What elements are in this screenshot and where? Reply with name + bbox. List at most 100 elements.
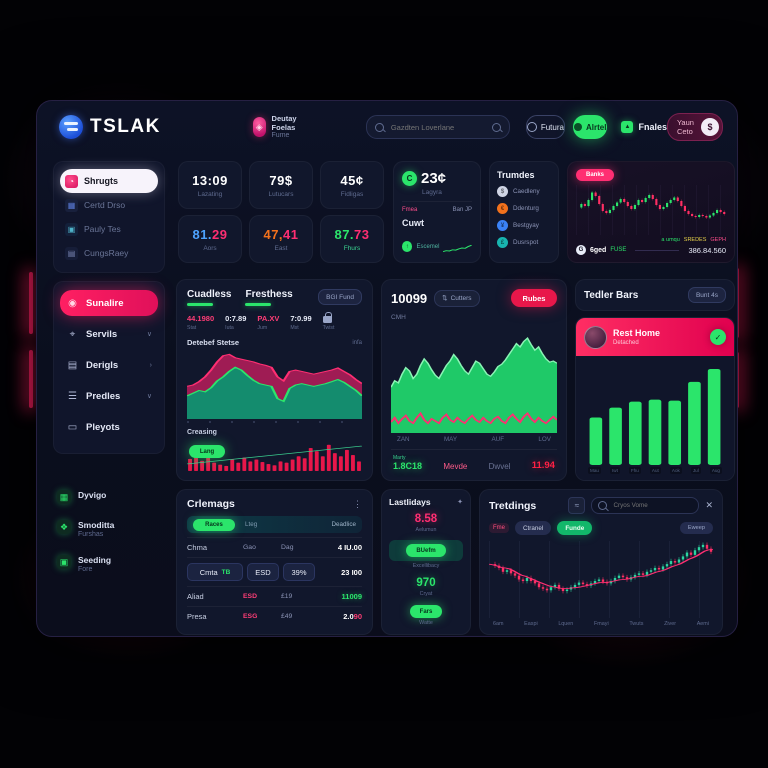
table-row[interactable]: Aliad ESD £19 11009	[187, 586, 362, 606]
green-bar-chart	[586, 366, 724, 465]
sidebar-item-cungsraey[interactable]: ▤ CungsRaey	[60, 241, 158, 265]
global-search[interactable]	[365, 115, 510, 139]
chart-label: CMH	[391, 314, 406, 321]
table-title: Crlemags	[187, 498, 235, 510]
mini-stats-row: 44.1980 Stat 0:7.89 Iuta PA.XV Jum 7:0.99 Ms…	[187, 312, 335, 331]
sidebar-item-sunalire[interactable]: ◉ Sunalire	[60, 290, 158, 316]
close-icon[interactable]: ✕	[705, 500, 713, 510]
chip-fme[interactable]: Fme	[489, 523, 509, 533]
sidebar-item-derigls[interactable]: ▤ Derigls ›	[67, 359, 152, 371]
divider	[635, 249, 680, 251]
coin-footer-label: Escemel	[416, 243, 440, 250]
tab-lteg[interactable]: Lteg	[245, 521, 258, 528]
spark-icon[interactable]: ✦	[457, 499, 463, 506]
sort-icon: ⇅	[442, 295, 448, 302]
sidebar-item-certd-drso[interactable]: ▦ Certd Drso	[60, 193, 158, 217]
volume-section-title: Creasing	[187, 429, 217, 436]
main-chart-panel: Cuadless Fresthess BGI Fund 44.1980 Stat …	[176, 279, 373, 481]
futures-button[interactable]: Futura	[525, 115, 565, 139]
trade-list-item[interactable]: $ Caedleny	[497, 186, 551, 197]
confirm-icon[interactable]: ✓	[710, 329, 726, 345]
trade-list-item[interactable]: £ Dusrspot	[497, 237, 551, 248]
tab-underline	[245, 303, 272, 306]
rubes-button[interactable]: Rubes	[511, 289, 557, 307]
search-icon	[374, 122, 384, 132]
top-bar: TSLAK ◈ Deutay Foelas Fume Futura Alr	[37, 101, 737, 153]
trades-link-label: Fnales	[638, 122, 667, 132]
sidebar-item-smoditta[interactable]: ❖ Smoditta Furshas	[57, 520, 165, 539]
tab-races[interactable]: Races	[193, 518, 235, 531]
percent-select[interactable]: 39%	[283, 563, 315, 581]
market-candle-panel: Banks a umqu SREDES GEPH G 6ged FUSE 386…	[567, 161, 735, 263]
buefm-pill-button[interactable]: BUefm	[406, 544, 446, 557]
app-logo[interactable]: TSLAK	[59, 115, 161, 139]
long-pill-button[interactable]: Lang	[189, 445, 225, 458]
rest-home-card: Rest Home Detached ✓ Mau Iwt Fhu Aut Aok…	[575, 317, 735, 481]
table-row-selected[interactable]: Cmta TB ESD 39% 23 I00	[187, 557, 362, 586]
neon-bar-left	[29, 350, 33, 408]
trend-candlestick-chart	[489, 541, 713, 618]
sidebar-item-shrugts[interactable]: ◔ Shrugts	[60, 169, 158, 193]
tab-fresthess[interactable]: Fresthess	[245, 289, 293, 306]
currency-select[interactable]: ESD	[247, 563, 279, 581]
coin-icon: C	[402, 171, 417, 186]
stat-card: 13:09 Lazating	[178, 161, 242, 209]
sidebar-item-predles[interactable]: ☰ Predles ∨	[60, 383, 158, 409]
futures-button-label: Futura	[540, 122, 564, 132]
sidebar-item-pauly-tes[interactable]: ▣ Pauly Tes	[60, 217, 158, 241]
sidebar-item-seeding[interactable]: ▣ Seeding Fore	[57, 555, 165, 574]
chip-funde[interactable]: Funde	[557, 521, 593, 535]
table-row[interactable]: Chma Gao Dag 4 IU.00	[187, 537, 362, 557]
coin-tag: Ban JP	[452, 207, 472, 213]
sidebar-item-servils[interactable]: ⌖ Servils ∨	[60, 321, 158, 347]
sidebar-group-tertiary: ▦ Dyvigo ❖ Smoditta Furshas ▣ Seeding Fo…	[53, 490, 165, 574]
fars-pill-button[interactable]: Fars	[409, 605, 443, 618]
pair-label: 6ged	[590, 246, 607, 254]
sidebar-group-secondary: ◉ Sunalire ⌖ Servils ∨ ▤ Derigls › ☰ Pre…	[53, 281, 165, 454]
search-input[interactable]	[388, 121, 487, 133]
tab-deadlice[interactable]: Deadlice	[331, 521, 356, 528]
alerts-button[interactable]: Alrtel	[572, 115, 608, 139]
stat-label: Fhurs	[343, 244, 361, 252]
green-area-chart	[391, 324, 557, 433]
tab-underline	[187, 303, 213, 306]
build-button[interactable]: Bunt 4s	[687, 287, 726, 303]
info-link[interactable]: infa	[352, 339, 362, 346]
currency-icon: $	[497, 186, 508, 197]
kebab-menu-icon[interactable]: ⋮	[353, 498, 362, 509]
trade-list-item[interactable]: ¥ Bestgyay	[497, 220, 551, 231]
compass-icon: ⌖	[69, 328, 76, 340]
indicator-tool-button[interactable]: ≈	[568, 497, 586, 514]
currency-icon: €	[497, 203, 508, 214]
metric-label: Aelumun	[415, 527, 437, 533]
list-icon: ☰	[68, 390, 77, 402]
volume-search[interactable]	[591, 497, 700, 514]
table-row[interactable]: Presa ESG £49 2.090	[187, 606, 362, 626]
chevron-right-icon: ›	[149, 361, 152, 369]
banks-badge[interactable]: Banks	[576, 169, 614, 181]
coin-label: Lagyra	[422, 189, 442, 196]
sidebar-item-dyvigo[interactable]: ▦ Dyvigo	[57, 490, 165, 504]
chevron-down-icon: ∨	[146, 331, 152, 338]
trade-list-item[interactable]: € Ddenturg	[497, 203, 551, 214]
chip-eweep[interactable]: Eweep	[679, 522, 713, 534]
tab-cuadless[interactable]: Cuadless	[187, 289, 231, 306]
price-title: 10099	[391, 290, 428, 306]
filter-pill[interactable]: ⇅ Cutters	[434, 289, 480, 307]
volume-search-input[interactable]	[611, 501, 693, 510]
trades-link[interactable]: ▲ Fnales	[621, 121, 667, 133]
profile-avatar-icon: $	[701, 118, 719, 136]
sidebar-group-primary: ◔ Shrugts ▦ Certd Drso ▣ Pauly Tes ▤ Cun…	[53, 161, 165, 273]
trades-panel: Trumdes $ Caedleny € Ddenturg ¥ Bestgyay…	[489, 161, 559, 263]
volume-bar-chart: Lang	[187, 439, 362, 471]
grid-icon: ▦	[65, 198, 78, 212]
chevron-down-icon: ∨	[146, 393, 152, 400]
asset-select[interactable]: Cmta TB	[187, 563, 243, 581]
workspace-switcher[interactable]: ◈ Deutay Foelas Fume	[252, 114, 304, 140]
sidebar-item-pleyots[interactable]: ▭ Pleyots	[67, 421, 120, 433]
profile-pill[interactable]: Yaun Ceto $	[666, 113, 723, 141]
fund-button[interactable]: BGI Fund	[318, 289, 362, 305]
stat-value: 45¢	[340, 172, 364, 188]
chip-ctranel[interactable]: Ctranel	[515, 521, 552, 535]
metric-strip: BUefm	[389, 540, 463, 561]
